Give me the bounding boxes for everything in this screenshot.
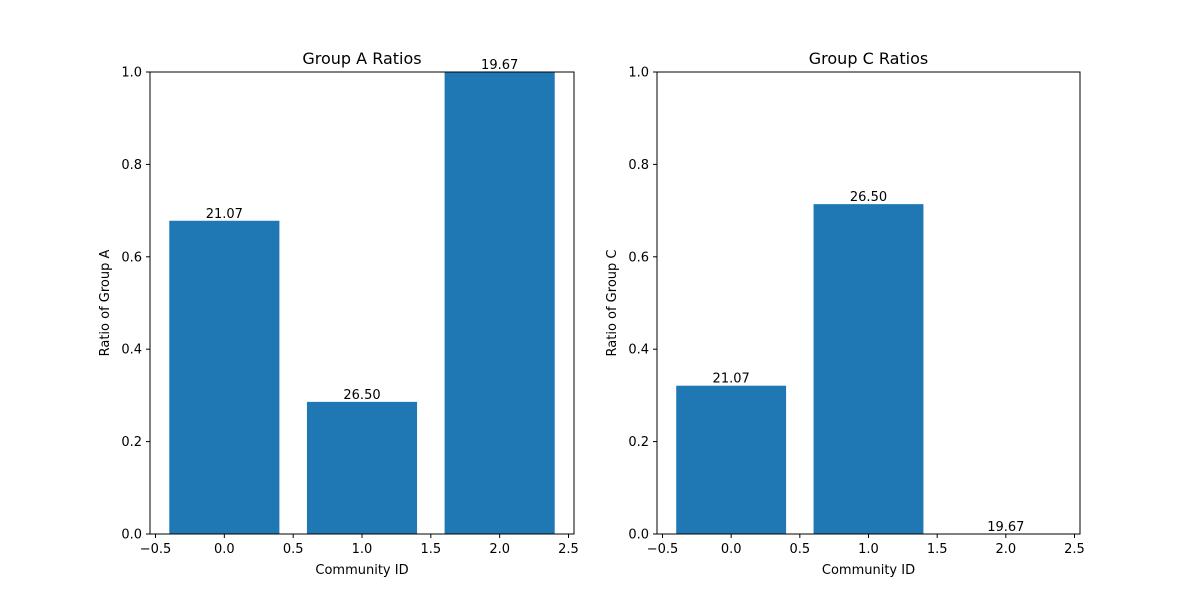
x-tick-label-group-c-4: 1.5: [927, 542, 948, 557]
bar-value-label-group-a-0: 21.07: [206, 207, 243, 222]
bar-group-c-1: [813, 204, 924, 534]
x-tick-label-group-c-0: −0.5: [647, 542, 679, 557]
y-axis-label-group-c: Ratio of Group C: [605, 250, 620, 357]
y-tick-label-group-c-1: 0.2: [628, 435, 649, 450]
x-axis-label-group-c: Community ID: [822, 563, 915, 578]
y-tick-label-group-a-5: 1.0: [121, 66, 142, 81]
x-tick-label-group-a-6: 2.5: [558, 542, 579, 557]
x-axis-ticks-group-c: −0.5 0.0 0.5 1.0 1.5 2.0 2.5: [647, 534, 1085, 557]
y-tick-label-group-a-3: 0.6: [121, 250, 142, 265]
bars-group-a: [169, 72, 555, 535]
y-tick-label-group-a-0: 0.0: [121, 528, 142, 543]
bar-group-a-2: [444, 72, 555, 534]
x-tick-label-group-c-1: 0.0: [721, 542, 742, 557]
bar-value-label-group-a-2: 19.67: [481, 58, 518, 73]
bar-group-a-0: [169, 220, 280, 535]
x-axis-label-group-a: Community ID: [315, 563, 408, 578]
bar-group-c-0: [676, 385, 787, 534]
y-tick-label-group-c-0: 0.0: [628, 528, 649, 543]
x-tick-label-group-a-0: −0.5: [140, 542, 172, 557]
x-tick-label-group-a-2: 0.5: [283, 542, 304, 557]
bar-group-a-1: [306, 401, 418, 534]
bar-value-label-group-c-1: 26.50: [850, 190, 887, 205]
x-tick-label-group-c-5: 2.0: [995, 542, 1016, 557]
y-tick-label-group-a-4: 0.8: [121, 158, 142, 173]
chart-title-group-a: Group A Ratios: [302, 49, 421, 68]
y-tick-label-group-c-5: 1.0: [628, 66, 649, 81]
x-tick-label-group-a-3: 1.0: [352, 542, 373, 557]
x-tick-label-group-a-4: 1.5: [420, 542, 441, 557]
y-tick-label-group-c-3: 0.6: [628, 250, 649, 265]
bar-labels-group-c: 21.07 26.50 19.67: [713, 190, 1025, 535]
y-tick-label-group-a-2: 0.4: [121, 343, 142, 358]
bar-value-label-group-c-0: 21.07: [713, 372, 750, 387]
y-axis-ticks-group-a: 0.0 0.2 0.4 0.6 0.8 1.0: [121, 66, 150, 543]
y-axis-label-group-a: Ratio of Group A: [98, 250, 113, 357]
x-tick-label-group-a-5: 2.0: [489, 542, 510, 557]
y-tick-label-group-c-2: 0.4: [628, 343, 649, 358]
x-tick-label-group-c-3: 1.0: [858, 542, 879, 557]
x-tick-label-group-c-6: 2.5: [1064, 542, 1085, 557]
x-tick-label-group-c-2: 0.5: [789, 542, 810, 557]
bar-labels-group-a: 21.07 26.50 19.67: [206, 58, 519, 403]
y-tick-label-group-a-1: 0.2: [121, 435, 142, 450]
bars-group-c: [676, 204, 924, 534]
x-axis-ticks-group-a: −0.5 0.0 0.5 1.0 1.5 2.0 2.5: [140, 534, 579, 557]
x-tick-label-group-a-1: 0.0: [214, 542, 235, 557]
bar-value-label-group-c-2: 19.67: [987, 520, 1024, 535]
bar-value-label-group-a-1: 26.50: [343, 388, 380, 403]
y-tick-label-group-c-4: 0.8: [628, 158, 649, 173]
y-axis-ticks-group-c: 0.0 0.2 0.4 0.6 0.8 1.0: [628, 66, 657, 543]
chart-title-group-c: Group C Ratios: [809, 49, 928, 68]
